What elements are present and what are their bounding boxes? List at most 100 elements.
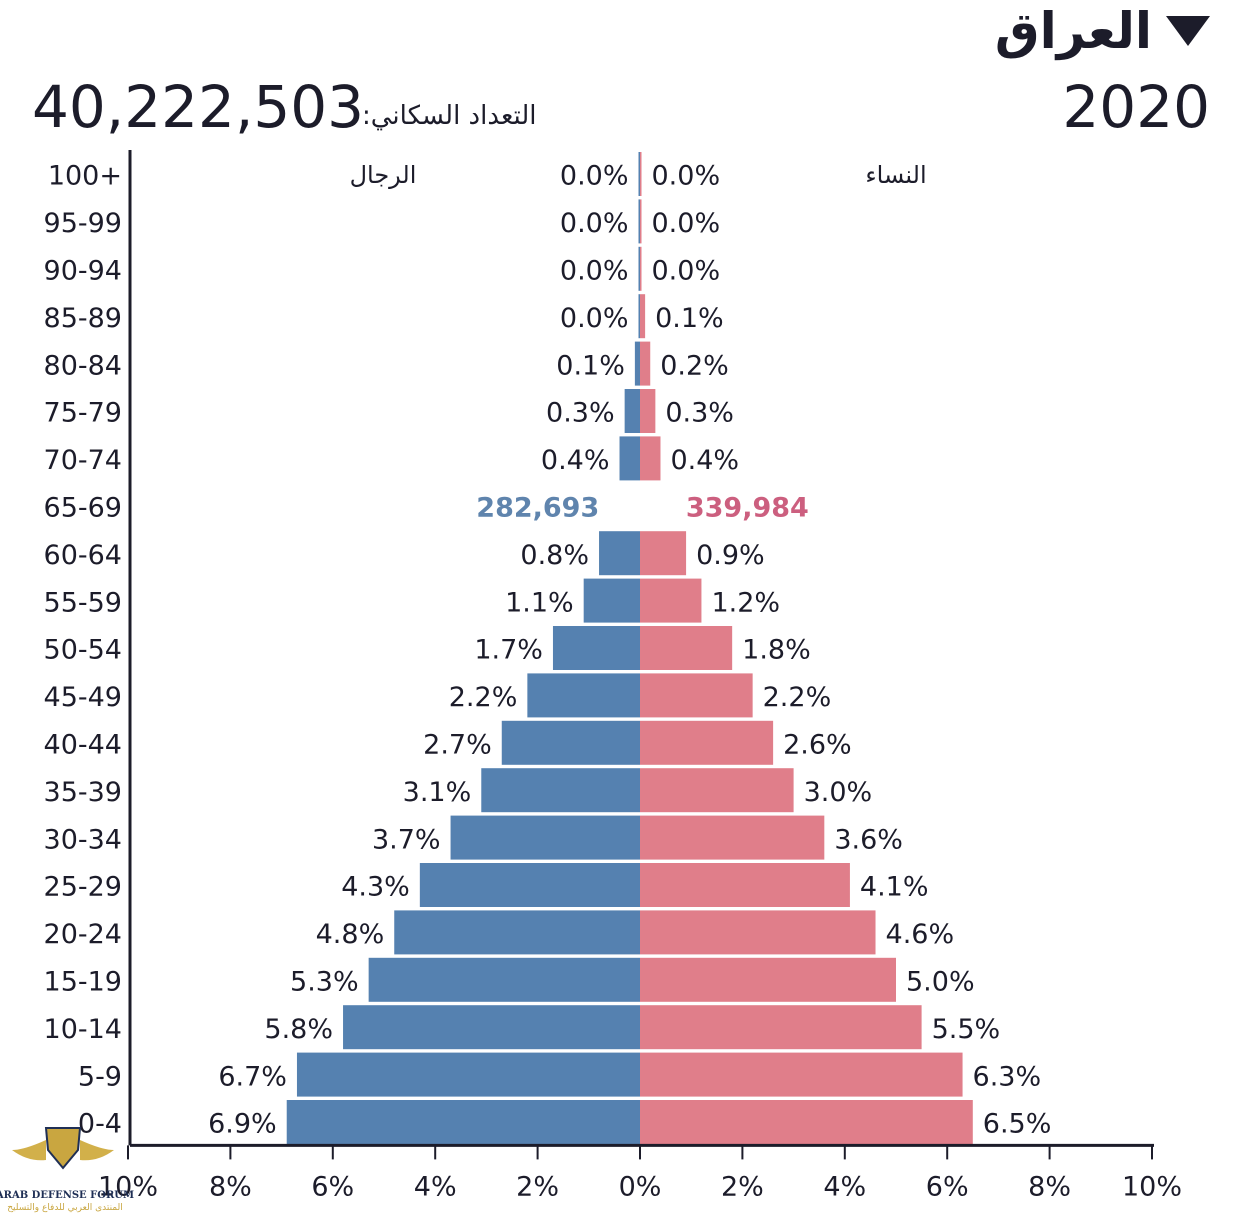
female-value-label: 4.1% (860, 872, 929, 903)
age-label: 55-59 (44, 587, 122, 618)
country-name: العراق (994, 2, 1152, 60)
x-tick-label: 2% (721, 1171, 764, 1202)
shield-icon (44, 1127, 82, 1170)
male-value-label: 2.2% (449, 682, 518, 713)
female-bar[interactable] (640, 910, 876, 955)
age-label: 50-54 (44, 635, 122, 666)
x-tick-label: 4% (414, 1171, 457, 1202)
age-label: 45-49 (44, 682, 122, 713)
male-bar[interactable] (583, 578, 640, 623)
male-bar[interactable] (501, 720, 640, 765)
country-selector[interactable]: العراق (995, 0, 1210, 62)
female-value-label: 4.6% (886, 919, 955, 950)
female-value-label: 0.0% (652, 208, 721, 239)
x-tick-label: 8% (209, 1171, 252, 1202)
age-label: 100+ (48, 161, 122, 192)
male-bar[interactable] (343, 1005, 640, 1050)
male-bar[interactable] (419, 863, 640, 907)
male-bar[interactable] (527, 673, 640, 718)
male-bar[interactable] (619, 436, 640, 481)
male-bar[interactable] (638, 294, 641, 339)
age-label: 70-74 (44, 445, 122, 476)
watermark-logo: ARAB DEFENSE FORUM المنتدى العربي للدفاع … (0, 1127, 134, 1213)
age-label: 25-29 (44, 872, 122, 903)
age-label: 20-24 (44, 919, 122, 950)
male-value-label: 0.8% (520, 540, 589, 571)
x-tick-label: 4% (823, 1171, 866, 1202)
male-bar[interactable] (634, 341, 640, 386)
female-value-label: 3.0% (804, 777, 873, 808)
male-value-label: 1.7% (474, 635, 543, 666)
male-bar[interactable] (624, 389, 640, 433)
female-bar[interactable] (640, 294, 646, 339)
population-label: التعداد السكاني: (362, 101, 537, 131)
female-value-label: 6.5% (983, 1109, 1052, 1140)
female-bar[interactable] (640, 578, 702, 623)
female-bar[interactable] (640, 673, 753, 718)
female-value-label: 1.2% (711, 587, 780, 618)
male-value-label: 6.9% (208, 1109, 277, 1140)
female-bar[interactable] (640, 1100, 973, 1144)
female-value-label: 5.0% (906, 967, 975, 998)
male-bar[interactable] (296, 1052, 640, 1097)
male-bar[interactable] (638, 246, 641, 291)
female-bar[interactable] (640, 863, 850, 907)
male-value-label: 0.0% (560, 303, 629, 334)
x-tick-label: 8% (1028, 1171, 1071, 1202)
male-bar[interactable] (450, 815, 640, 860)
male-value-label: 2.7% (423, 730, 492, 761)
female-bar[interactable] (640, 768, 794, 813)
male-value-label: 0.1% (556, 350, 625, 381)
age-label: 65-69 (44, 493, 122, 524)
female-bar[interactable] (640, 1052, 963, 1097)
male-value-label: 3.7% (372, 824, 441, 855)
male-bar[interactable] (368, 957, 640, 1002)
female-bar[interactable] (640, 531, 687, 576)
female-bar[interactable] (640, 389, 656, 433)
female-value-label: 1.8% (742, 635, 811, 666)
age-label: 85-89 (44, 303, 122, 334)
x-tick-label: 10% (1122, 1171, 1182, 1202)
female-bar[interactable] (640, 957, 896, 1002)
legend-female: النساء (865, 161, 926, 189)
male-bar[interactable] (552, 626, 640, 670)
female-value-label: 0.0% (652, 256, 721, 287)
male-bar[interactable] (638, 199, 641, 244)
age-label: 10-14 (44, 1014, 122, 1045)
x-tick-label: 2% (516, 1171, 559, 1202)
female-value-label: 0.1% (655, 303, 724, 334)
male-value-label: 0.3% (546, 398, 615, 429)
year-label: 2020 (1062, 73, 1210, 141)
x-tick-label: 6% (311, 1171, 354, 1202)
female-value-label: 3.6% (834, 824, 903, 855)
age-label: 5-9 (78, 1061, 122, 1092)
male-value-label: 4.3% (341, 872, 410, 903)
age-label: 0-4 (78, 1109, 122, 1140)
male-bar[interactable] (394, 910, 640, 955)
male-bar[interactable] (286, 1100, 640, 1144)
age-label: 40-44 (44, 730, 122, 761)
female-bar[interactable] (640, 626, 733, 670)
female-bar[interactable] (640, 436, 661, 481)
female-value-label: 5.5% (932, 1014, 1001, 1045)
age-label: 95-99 (44, 208, 122, 239)
female-value-label: 0.2% (660, 350, 729, 381)
female-value-label: 0.3% (665, 398, 734, 429)
age-label: 30-34 (44, 824, 122, 855)
age-label: 90-94 (44, 256, 122, 287)
age-label: 80-84 (44, 350, 122, 381)
male-bar[interactable] (481, 768, 640, 813)
female-bar[interactable] (640, 341, 651, 386)
male-value-label: 0.4% (541, 445, 610, 476)
female-bar[interactable] (640, 152, 642, 196)
female-bar[interactable] (640, 720, 774, 765)
female-bar[interactable] (640, 1005, 922, 1050)
female-bar[interactable] (640, 199, 642, 244)
x-tick-label: 10% (98, 1171, 158, 1202)
female-bar[interactable] (640, 246, 642, 291)
female-bar[interactable] (640, 815, 825, 860)
male-value-label: 5.8% (264, 1014, 333, 1045)
male-bar[interactable] (638, 152, 641, 196)
male-value-label: 0.0% (560, 256, 629, 287)
male-bar[interactable] (599, 531, 640, 576)
